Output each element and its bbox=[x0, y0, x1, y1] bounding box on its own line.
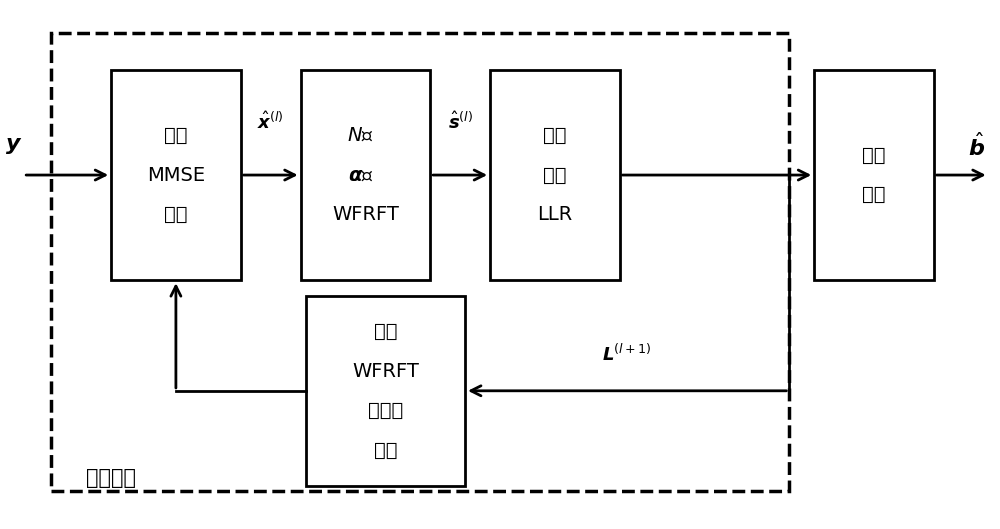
Text: $\hat{\boldsymbol{b}}$: $\hat{\boldsymbol{b}}$ bbox=[968, 132, 985, 160]
Text: LLR: LLR bbox=[537, 205, 572, 224]
Text: $\hat{\boldsymbol{s}}^{(l)}$: $\hat{\boldsymbol{s}}^{(l)}$ bbox=[448, 112, 473, 133]
Bar bbox=[306, 296, 465, 486]
Bar bbox=[490, 70, 620, 280]
Text: 后验: 后验 bbox=[543, 166, 567, 185]
Bar bbox=[814, 70, 934, 280]
Text: 信息: 信息 bbox=[374, 441, 397, 460]
Text: 比特: 比特 bbox=[862, 146, 886, 165]
Text: 域先验: 域先验 bbox=[368, 401, 403, 420]
Text: 估计: 估计 bbox=[164, 205, 188, 224]
Bar bbox=[111, 70, 241, 280]
Text: WFRFT: WFRFT bbox=[352, 361, 419, 380]
Text: 线性: 线性 bbox=[164, 126, 188, 145]
Text: 判决: 判决 bbox=[862, 185, 886, 204]
Text: WFRFT: WFRFT bbox=[332, 205, 399, 224]
Text: MMSE: MMSE bbox=[147, 166, 205, 185]
Text: $N$点: $N$点 bbox=[347, 126, 374, 145]
Text: $\hat{\boldsymbol{x}}^{(l)}$: $\hat{\boldsymbol{x}}^{(l)}$ bbox=[257, 112, 284, 133]
Bar bbox=[301, 70, 430, 280]
Text: 更新: 更新 bbox=[543, 126, 567, 145]
Bar bbox=[51, 33, 789, 491]
Text: $\boldsymbol{y}$: $\boldsymbol{y}$ bbox=[5, 136, 22, 156]
Text: 迭代过程: 迭代过程 bbox=[86, 468, 136, 488]
Text: $\boldsymbol{\alpha}$阶: $\boldsymbol{\alpha}$阶 bbox=[348, 166, 373, 185]
Text: $\boldsymbol{L}^{(l+1)}$: $\boldsymbol{L}^{(l+1)}$ bbox=[602, 343, 652, 364]
Text: 更新: 更新 bbox=[374, 322, 397, 341]
